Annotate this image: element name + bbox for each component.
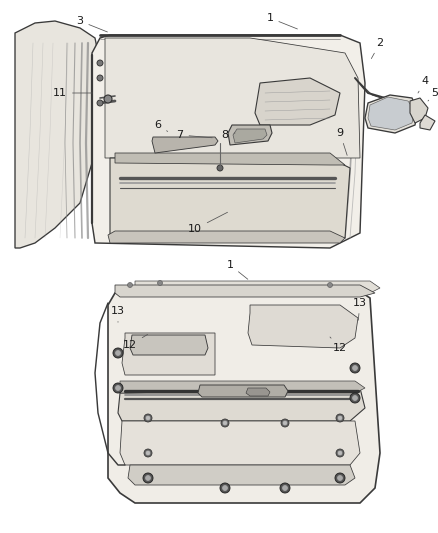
- Text: 13: 13: [111, 306, 125, 322]
- Polygon shape: [105, 38, 360, 158]
- Circle shape: [113, 383, 123, 393]
- Text: 10: 10: [188, 212, 227, 234]
- Circle shape: [283, 486, 287, 490]
- Text: 8: 8: [222, 130, 235, 140]
- Text: 1: 1: [226, 260, 248, 279]
- Polygon shape: [108, 285, 380, 503]
- Polygon shape: [120, 381, 365, 393]
- Polygon shape: [120, 421, 360, 465]
- Circle shape: [158, 280, 162, 286]
- Circle shape: [144, 449, 152, 457]
- Text: 7: 7: [177, 130, 212, 140]
- Text: 4: 4: [418, 76, 428, 93]
- Circle shape: [221, 419, 229, 427]
- Circle shape: [97, 60, 103, 66]
- Polygon shape: [135, 281, 380, 293]
- Circle shape: [336, 449, 344, 457]
- Circle shape: [350, 363, 360, 373]
- Circle shape: [143, 473, 153, 483]
- Text: 3: 3: [77, 16, 107, 32]
- Polygon shape: [248, 305, 358, 348]
- Text: 11: 11: [53, 88, 92, 98]
- Circle shape: [280, 483, 290, 493]
- Circle shape: [350, 393, 360, 403]
- Polygon shape: [420, 115, 435, 130]
- Circle shape: [116, 351, 120, 356]
- Circle shape: [113, 348, 123, 358]
- Circle shape: [223, 421, 227, 425]
- Polygon shape: [110, 158, 350, 243]
- Circle shape: [146, 416, 150, 420]
- Circle shape: [220, 483, 230, 493]
- Text: 9: 9: [336, 128, 347, 155]
- Circle shape: [328, 282, 332, 287]
- Polygon shape: [130, 335, 208, 355]
- Polygon shape: [255, 78, 340, 125]
- Polygon shape: [128, 465, 355, 485]
- Circle shape: [338, 451, 342, 455]
- Polygon shape: [115, 285, 375, 297]
- Circle shape: [104, 95, 112, 103]
- Text: 12: 12: [330, 337, 347, 353]
- Polygon shape: [15, 21, 100, 248]
- Circle shape: [144, 414, 152, 422]
- Polygon shape: [368, 97, 415, 130]
- Circle shape: [97, 75, 103, 81]
- Polygon shape: [410, 98, 428, 123]
- Circle shape: [338, 475, 343, 481]
- Polygon shape: [122, 333, 215, 375]
- Polygon shape: [246, 388, 270, 396]
- Circle shape: [353, 366, 357, 370]
- Polygon shape: [152, 137, 218, 153]
- Circle shape: [223, 486, 227, 490]
- Circle shape: [353, 395, 357, 400]
- Text: 13: 13: [353, 298, 367, 320]
- Polygon shape: [233, 129, 267, 143]
- Polygon shape: [228, 125, 272, 145]
- Text: 1: 1: [266, 13, 297, 29]
- Circle shape: [336, 414, 344, 422]
- Text: 5: 5: [428, 88, 438, 101]
- Polygon shape: [198, 385, 288, 397]
- Circle shape: [283, 421, 287, 425]
- Polygon shape: [108, 231, 345, 243]
- Circle shape: [335, 473, 345, 483]
- Text: 6: 6: [155, 120, 168, 132]
- Polygon shape: [115, 153, 345, 165]
- Circle shape: [145, 475, 151, 481]
- Circle shape: [127, 282, 133, 287]
- Circle shape: [281, 419, 289, 427]
- Circle shape: [217, 165, 223, 171]
- Circle shape: [338, 416, 342, 420]
- Circle shape: [116, 385, 120, 391]
- Text: 2: 2: [371, 38, 384, 59]
- Polygon shape: [118, 388, 365, 421]
- Text: 12: 12: [123, 334, 148, 350]
- Polygon shape: [365, 95, 418, 133]
- Circle shape: [146, 451, 150, 455]
- Circle shape: [97, 100, 103, 106]
- Polygon shape: [92, 35, 365, 248]
